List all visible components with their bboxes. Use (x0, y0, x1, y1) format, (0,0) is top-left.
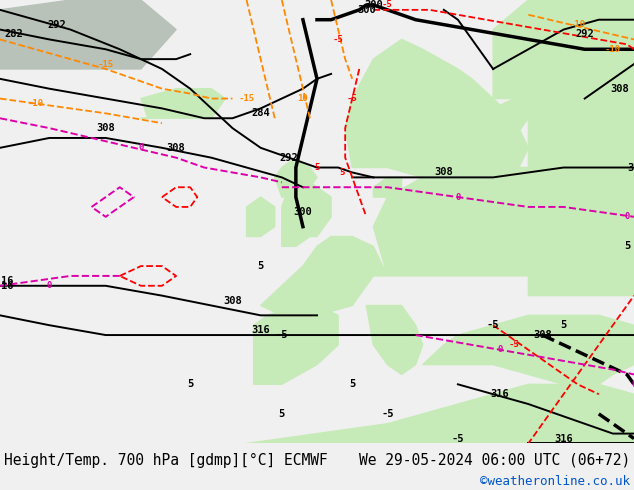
Text: -5: -5 (509, 341, 520, 349)
Text: 308: 308 (611, 84, 630, 94)
Polygon shape (281, 177, 331, 246)
Text: 5: 5 (314, 163, 320, 172)
Text: 308: 308 (96, 123, 115, 133)
Polygon shape (247, 384, 634, 443)
Text: 5: 5 (187, 379, 193, 390)
Text: -5: -5 (347, 94, 358, 103)
Text: -10: -10 (569, 20, 586, 29)
Text: Height/Temp. 700 hPa [gdmp][°C] ECMWF: Height/Temp. 700 hPa [gdmp][°C] ECMWF (4, 453, 328, 468)
Text: -10: -10 (605, 45, 621, 54)
Text: -5: -5 (381, 409, 394, 419)
Polygon shape (423, 316, 634, 384)
Polygon shape (141, 89, 226, 118)
Text: -5: -5 (276, 330, 288, 340)
Text: 16: 16 (1, 281, 13, 291)
Text: -15: -15 (238, 94, 255, 103)
Text: 0: 0 (498, 345, 503, 354)
Text: 316: 316 (491, 389, 510, 399)
Text: 5: 5 (339, 168, 344, 177)
Polygon shape (261, 237, 387, 316)
Text: 292: 292 (280, 153, 298, 163)
Polygon shape (366, 305, 423, 374)
Text: 316: 316 (554, 434, 573, 443)
Polygon shape (247, 197, 275, 237)
Text: -10: -10 (27, 99, 43, 108)
Text: 0: 0 (47, 281, 52, 290)
Text: 308: 308 (223, 295, 242, 306)
Polygon shape (0, 0, 176, 69)
Text: 16: 16 (1, 276, 13, 286)
Polygon shape (493, 0, 634, 98)
Text: 0: 0 (455, 193, 460, 201)
Polygon shape (254, 305, 338, 384)
Text: 5: 5 (560, 320, 567, 330)
Text: 282: 282 (4, 29, 23, 40)
Text: 5: 5 (349, 379, 355, 390)
Text: -5: -5 (487, 320, 500, 330)
Text: ©weatheronline.co.uk: ©weatheronline.co.uk (480, 475, 630, 488)
Text: 308: 308 (434, 168, 453, 177)
Text: 0: 0 (624, 212, 630, 221)
Text: 284: 284 (251, 108, 270, 118)
Text: 0: 0 (631, 380, 634, 389)
Text: 308: 308 (533, 330, 552, 340)
Polygon shape (373, 148, 634, 276)
Text: 10: 10 (297, 94, 308, 103)
Text: We 29-05-2024 06:00 UTC (06+72): We 29-05-2024 06:00 UTC (06+72) (359, 453, 630, 468)
Text: 5: 5 (279, 409, 285, 419)
Text: -5: -5 (382, 0, 393, 9)
Text: 0: 0 (138, 143, 143, 152)
Text: 308: 308 (167, 143, 186, 153)
Text: 292: 292 (575, 29, 594, 40)
Text: -5: -5 (451, 434, 464, 443)
Text: 300: 300 (364, 0, 383, 10)
Text: 300: 300 (357, 5, 376, 15)
Polygon shape (528, 0, 634, 295)
Polygon shape (345, 39, 528, 187)
Text: 5: 5 (257, 261, 264, 271)
Text: 31: 31 (628, 163, 634, 172)
Text: 5: 5 (624, 242, 630, 251)
Polygon shape (275, 158, 317, 197)
Polygon shape (373, 177, 401, 197)
Text: 292: 292 (47, 20, 66, 29)
Polygon shape (458, 69, 564, 148)
Text: -5: -5 (333, 35, 344, 44)
Text: -15: -15 (98, 60, 113, 69)
Text: 316: 316 (251, 325, 270, 335)
Text: 300: 300 (294, 207, 313, 217)
